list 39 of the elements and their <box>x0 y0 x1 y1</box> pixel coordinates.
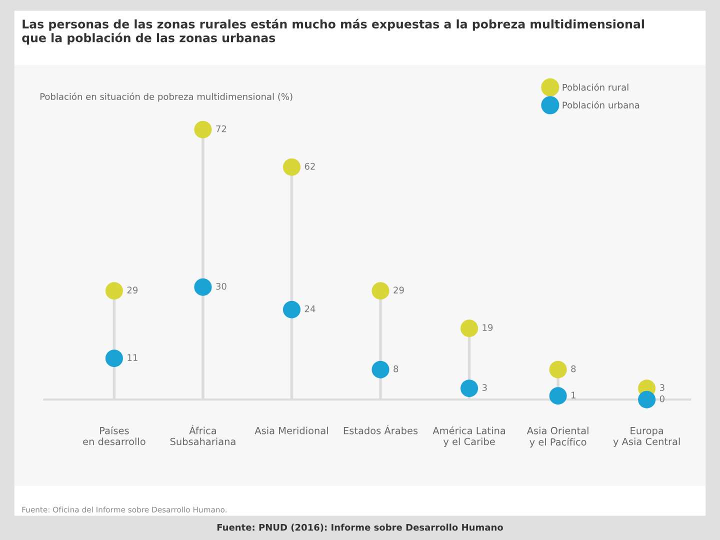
point <box>282 300 301 318</box>
legend-label: Población urbana <box>562 101 640 108</box>
x-tick-label: América Latina y el Caribe <box>432 426 505 448</box>
point <box>194 278 212 296</box>
data-label: 72 <box>216 125 226 132</box>
point <box>105 282 123 300</box>
x-tick-label: Europa y Asia Central <box>613 427 680 448</box>
point <box>105 350 123 368</box>
data-label: 29 <box>127 286 138 294</box>
data-label: 19 <box>482 324 493 331</box>
chart-title: Las personas de las zonas rurales están mucho más expuestas a la pobreza multidimensional que la población de las zonas urbanas <box>22 18 644 45</box>
x-tick-label: África Subsahariana <box>170 425 236 446</box>
x-tick-label: Asia Meridional <box>254 426 328 434</box>
data-label: 0 <box>660 395 664 402</box>
y-axis-title: Población en situación de pobreza multidimensional (%) <box>40 92 292 102</box>
x-tick-label: Estados Árabes <box>344 425 418 434</box>
data-label: 30 <box>216 282 226 290</box>
point <box>460 380 478 398</box>
data-label: 3 <box>482 384 487 391</box>
x-tick-label: Asia Oriental y el Pacífico <box>526 426 588 448</box>
point <box>194 120 212 138</box>
x-tick-label: Países en desarrollo <box>83 426 146 446</box>
data-label: 29 <box>394 286 404 294</box>
point <box>372 360 390 378</box>
point <box>549 360 567 378</box>
data-label: 8 <box>571 365 576 372</box>
point <box>638 390 656 408</box>
legend-label: Población rural <box>562 83 628 91</box>
data-label: 1 <box>572 392 576 398</box>
point <box>549 387 567 405</box>
point <box>282 158 301 176</box>
source-note: Fuente: PNUD (2016): Informe sobre Desarrollo Humano <box>217 524 504 532</box>
point <box>460 320 478 338</box>
data-label: 11 <box>128 354 138 361</box>
data-label: 3 <box>660 384 664 391</box>
data-label: 62 <box>304 162 315 170</box>
point <box>372 282 390 300</box>
data-label: 8 <box>394 365 398 372</box>
data-label: 24 <box>304 305 316 312</box>
